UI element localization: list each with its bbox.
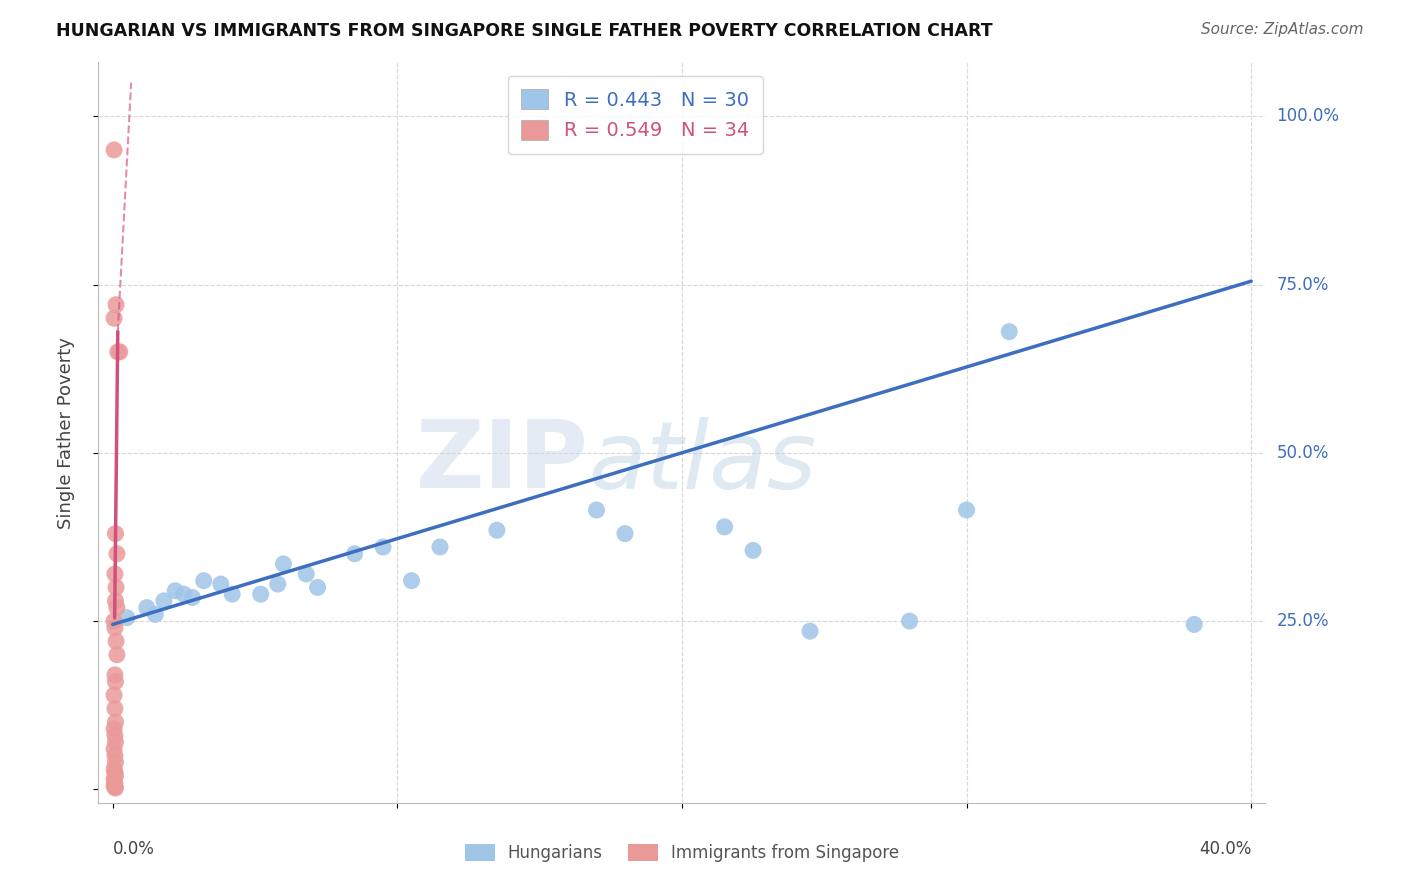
Point bbox=[343, 547, 366, 561]
Point bbox=[401, 574, 423, 588]
Point bbox=[104, 526, 127, 541]
Point bbox=[713, 520, 735, 534]
Point bbox=[104, 765, 127, 780]
Text: ZIP: ZIP bbox=[416, 417, 589, 508]
Point bbox=[998, 325, 1021, 339]
Point bbox=[955, 503, 977, 517]
Text: 50.0%: 50.0% bbox=[1277, 444, 1329, 462]
Point bbox=[429, 540, 451, 554]
Point bbox=[103, 688, 125, 702]
Point bbox=[103, 779, 125, 793]
Point bbox=[103, 143, 125, 157]
Point bbox=[115, 611, 138, 625]
Point bbox=[105, 298, 128, 312]
Text: atlas: atlas bbox=[589, 417, 817, 508]
Point bbox=[614, 526, 637, 541]
Text: 100.0%: 100.0% bbox=[1277, 107, 1340, 125]
Point bbox=[104, 668, 127, 682]
Point bbox=[103, 614, 125, 628]
Point bbox=[104, 729, 127, 743]
Point bbox=[105, 634, 128, 648]
Point bbox=[249, 587, 271, 601]
Point bbox=[103, 722, 125, 736]
Point bbox=[165, 583, 187, 598]
Point bbox=[173, 587, 195, 601]
Point bbox=[103, 742, 125, 756]
Point bbox=[105, 648, 128, 662]
Text: 75.0%: 75.0% bbox=[1277, 276, 1329, 293]
Point bbox=[104, 594, 127, 608]
Point bbox=[104, 735, 127, 749]
Point bbox=[485, 523, 508, 537]
Point bbox=[104, 756, 127, 770]
Point bbox=[103, 772, 125, 787]
Point bbox=[104, 701, 127, 715]
Text: Source: ZipAtlas.com: Source: ZipAtlas.com bbox=[1201, 22, 1364, 37]
Point bbox=[153, 594, 176, 608]
Text: 25.0%: 25.0% bbox=[1277, 612, 1329, 630]
Text: HUNGARIAN VS IMMIGRANTS FROM SINGAPORE SINGLE FATHER POVERTY CORRELATION CHART: HUNGARIAN VS IMMIGRANTS FROM SINGAPORE S… bbox=[56, 22, 993, 40]
Point bbox=[799, 624, 821, 639]
Point bbox=[295, 566, 318, 581]
Point bbox=[307, 581, 329, 595]
Point bbox=[209, 577, 232, 591]
Point bbox=[104, 748, 127, 763]
Point bbox=[103, 762, 125, 776]
Point bbox=[371, 540, 394, 554]
Point bbox=[104, 780, 127, 795]
Point bbox=[193, 574, 215, 588]
Point bbox=[104, 775, 127, 789]
Y-axis label: Single Father Poverty: Single Father Poverty bbox=[56, 336, 75, 529]
Point bbox=[221, 587, 243, 601]
Point bbox=[585, 503, 607, 517]
Point bbox=[273, 557, 295, 571]
Point bbox=[104, 714, 127, 729]
Point bbox=[742, 543, 765, 558]
Point bbox=[104, 769, 127, 783]
Point bbox=[105, 581, 128, 595]
Legend: Hungarians, Immigrants from Singapore: Hungarians, Immigrants from Singapore bbox=[458, 837, 905, 869]
Point bbox=[181, 591, 204, 605]
Point bbox=[1182, 617, 1205, 632]
Point bbox=[105, 600, 128, 615]
Point bbox=[104, 566, 127, 581]
Point bbox=[898, 614, 921, 628]
Point bbox=[104, 621, 127, 635]
Point bbox=[107, 344, 129, 359]
Point bbox=[135, 600, 157, 615]
Point bbox=[143, 607, 166, 622]
Point bbox=[104, 674, 127, 689]
Point bbox=[104, 780, 127, 795]
Text: 0.0%: 0.0% bbox=[112, 840, 155, 858]
Point bbox=[103, 311, 125, 326]
Point bbox=[267, 577, 290, 591]
Point bbox=[108, 344, 131, 359]
Text: 40.0%: 40.0% bbox=[1199, 840, 1251, 858]
Point bbox=[105, 547, 128, 561]
